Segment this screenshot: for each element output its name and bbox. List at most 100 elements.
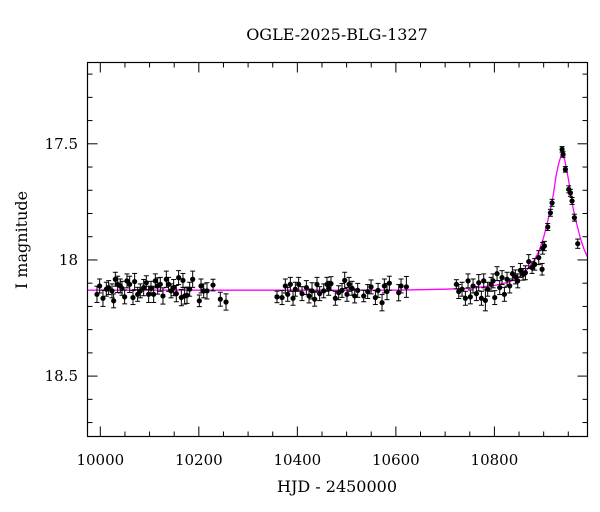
point-marker — [292, 286, 298, 292]
y-tick-label: 17.5 — [45, 135, 78, 153]
data-point — [403, 275, 409, 298]
data-point — [545, 222, 551, 231]
data-point — [501, 286, 507, 302]
data-point — [470, 278, 476, 294]
point-marker — [196, 298, 202, 304]
data-point — [507, 278, 513, 294]
point-marker — [187, 286, 193, 292]
data-point — [361, 289, 367, 303]
data-point — [386, 275, 392, 291]
data-point — [296, 276, 302, 292]
point-marker — [141, 284, 147, 291]
point-marker — [132, 278, 138, 285]
point-marker — [306, 293, 312, 299]
data-layer — [87, 146, 588, 312]
data-point — [106, 280, 112, 296]
data-point — [497, 280, 503, 296]
point-marker — [368, 284, 374, 290]
data-point — [541, 240, 547, 252]
data-point — [223, 293, 229, 311]
x-tick-label: 10200 — [175, 451, 223, 469]
data-point — [562, 166, 568, 173]
plot-frame — [86, 61, 589, 438]
point-marker — [497, 284, 503, 291]
data-point — [287, 276, 293, 292]
data-point — [476, 274, 482, 292]
point-marker — [501, 291, 507, 297]
data-point — [127, 275, 133, 293]
data-point — [187, 281, 193, 297]
point-marker — [559, 146, 565, 152]
data-point — [499, 270, 505, 286]
data-point — [547, 208, 554, 217]
point-marker — [575, 241, 581, 247]
x-tick-label: 10000 — [76, 451, 124, 469]
axis-ticks: 10000 10200 10400 10600 10800 17.5 18 18.5 — [45, 62, 588, 469]
point-marker — [539, 266, 545, 272]
point-marker — [403, 284, 409, 290]
x-tick-label: 10800 — [471, 451, 519, 469]
point-marker — [478, 295, 484, 301]
point-marker — [106, 284, 112, 291]
point-marker — [476, 280, 482, 286]
point-marker — [355, 287, 361, 293]
data-point — [355, 282, 361, 298]
point-marker — [122, 294, 128, 300]
data-point — [141, 278, 147, 297]
data-point — [342, 271, 348, 290]
point-marker — [541, 243, 547, 249]
point-marker — [151, 291, 157, 297]
data-point — [217, 291, 223, 307]
data-point — [346, 276, 352, 292]
point-marker — [465, 278, 471, 284]
chart-title: OGLE-2025-BLG-1327 — [246, 25, 428, 44]
data-point — [567, 188, 574, 197]
data-point — [536, 250, 542, 266]
data-point — [339, 282, 345, 298]
point-marker — [375, 287, 381, 293]
point-marker — [560, 151, 566, 158]
point-marker — [547, 210, 554, 216]
data-point — [459, 281, 465, 297]
point-marker — [152, 278, 158, 284]
point-marker — [109, 288, 115, 294]
data-point — [368, 279, 374, 295]
data-point — [571, 213, 577, 222]
data-point — [462, 290, 468, 306]
data-point — [196, 294, 202, 308]
data-point — [274, 290, 280, 304]
data-point — [279, 290, 285, 306]
point-marker — [526, 258, 532, 265]
point-marker — [97, 283, 103, 289]
point-marker — [217, 296, 223, 302]
data-point — [314, 276, 320, 292]
data-point — [109, 283, 115, 299]
data-point — [465, 273, 471, 289]
point-marker — [100, 295, 106, 301]
data-point — [509, 266, 515, 282]
data-point — [344, 286, 350, 302]
point-marker — [339, 287, 345, 293]
point-marker — [321, 288, 327, 294]
data-point — [515, 273, 521, 289]
point-marker — [490, 278, 496, 284]
point-marker — [342, 277, 348, 283]
point-marker — [386, 280, 392, 286]
x-tick-label: 10400 — [273, 451, 321, 469]
point-marker — [312, 296, 318, 302]
point-marker — [204, 288, 210, 294]
point-marker — [112, 276, 118, 282]
data-point — [539, 262, 545, 276]
data-point — [473, 286, 479, 302]
data-point — [365, 284, 371, 300]
x-axis-label: HJD - 2450000 — [277, 477, 397, 496]
point-marker — [299, 291, 305, 297]
point-marker — [532, 261, 538, 267]
data-point — [492, 290, 498, 306]
point-marker — [372, 294, 378, 301]
data-point — [303, 280, 309, 296]
data-point — [526, 254, 532, 270]
point-marker — [146, 291, 152, 297]
point-marker — [562, 166, 568, 172]
